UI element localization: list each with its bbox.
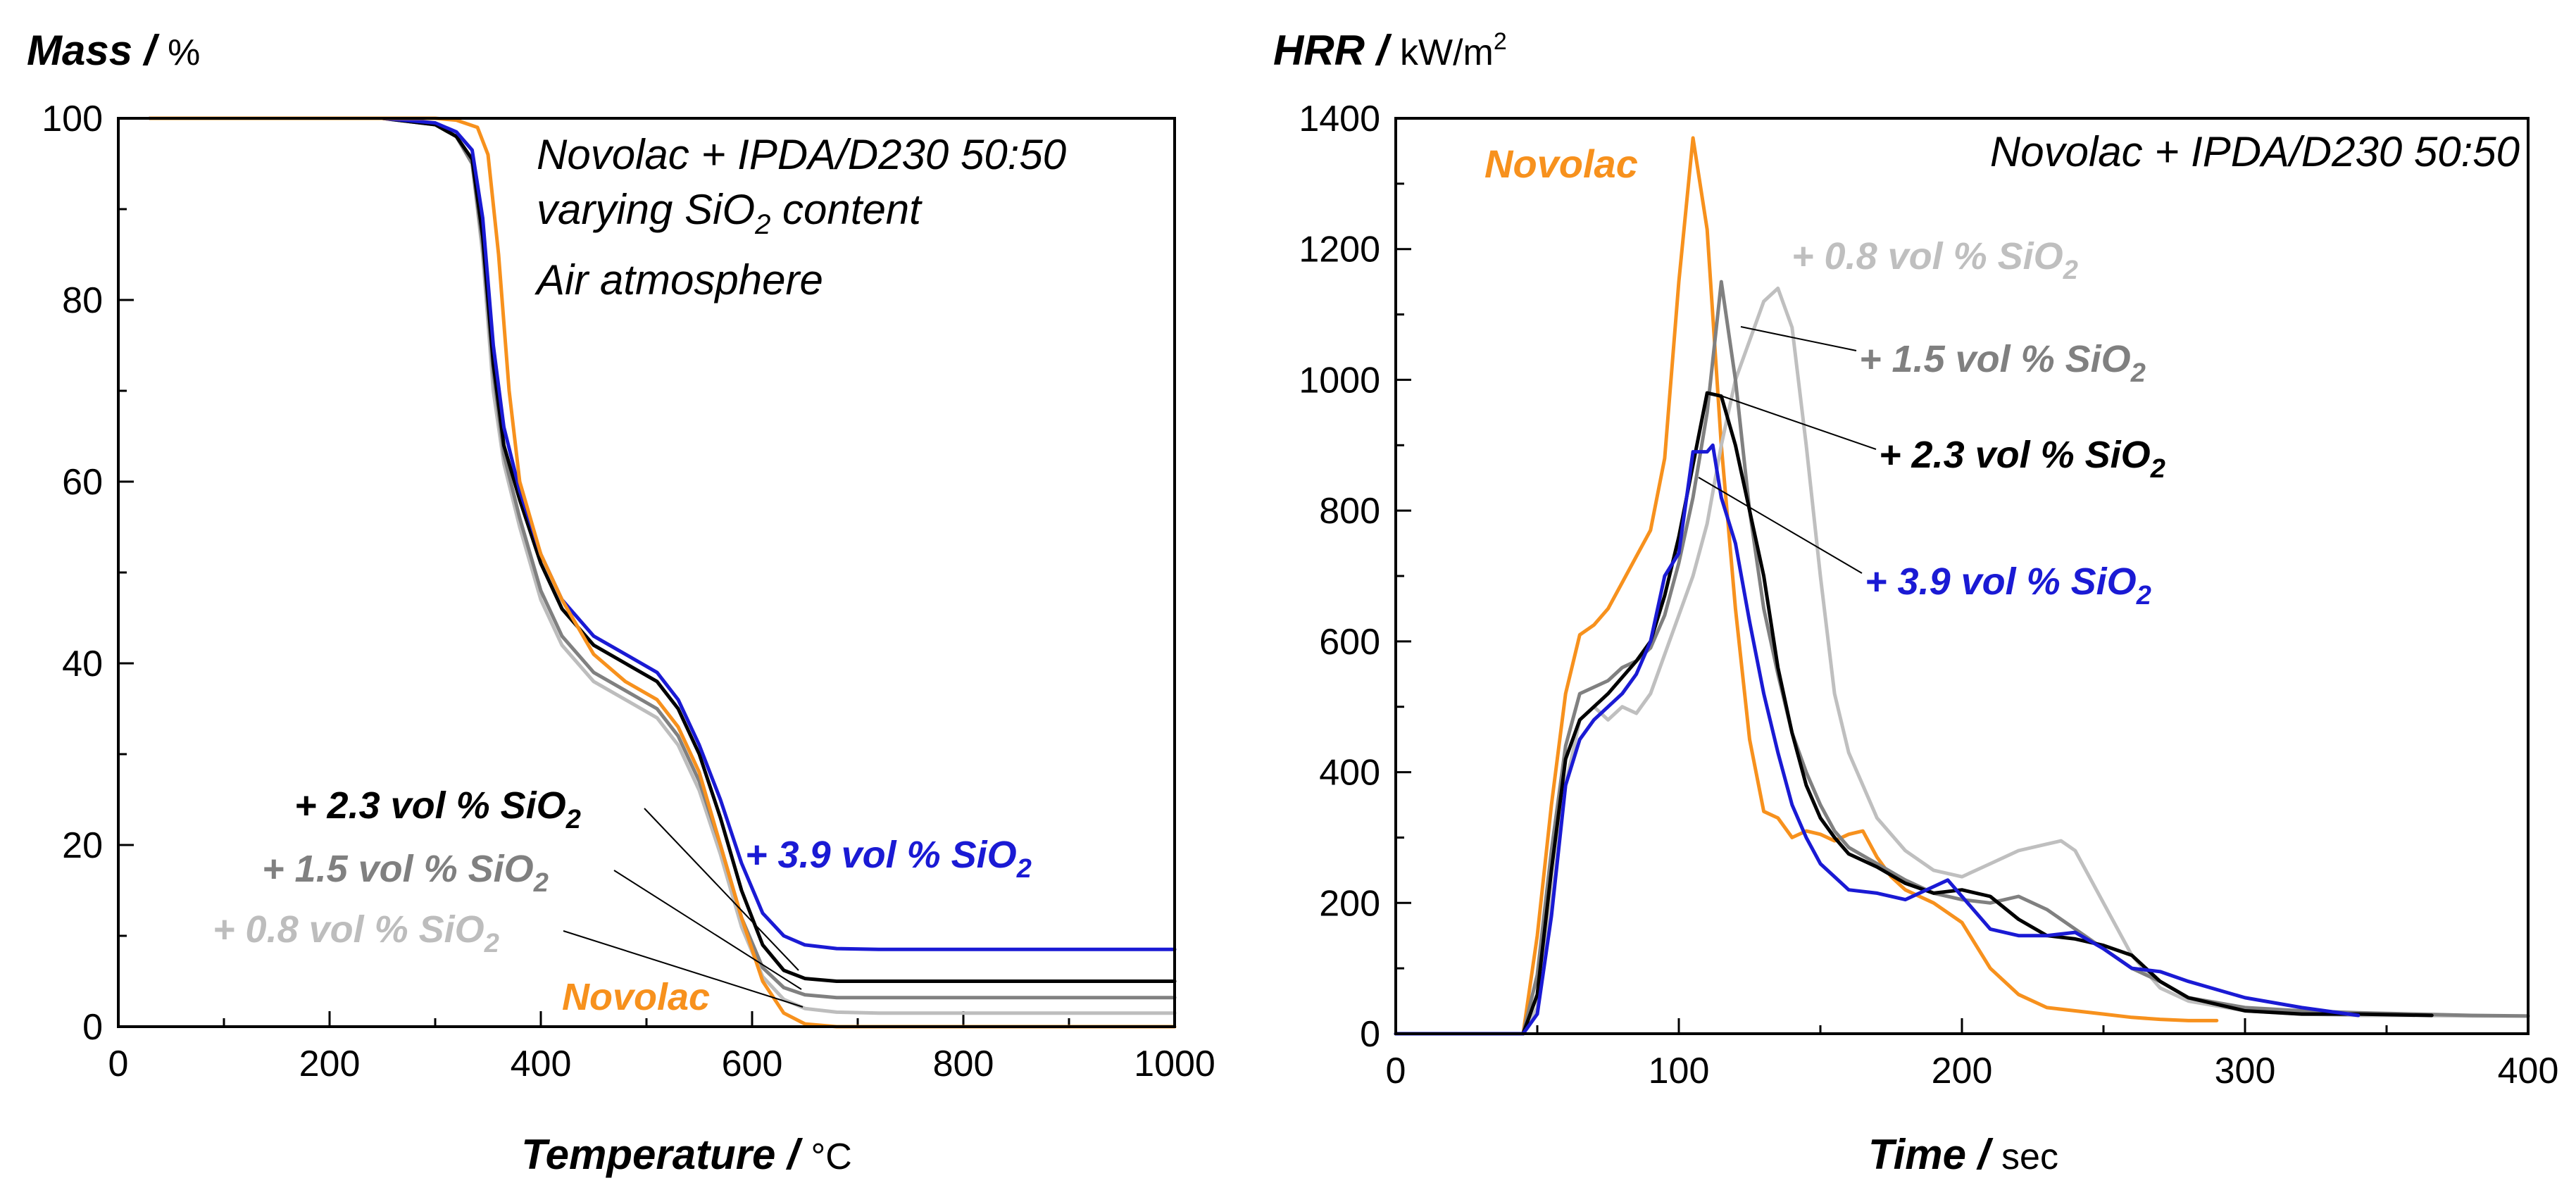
right-x-tick-label: 300 — [2215, 1051, 2276, 1091]
left-label-1-5: + 1.5 vol % SiO2 — [262, 848, 549, 898]
right-y-tick-label: 200 — [1319, 883, 1380, 924]
right-series-lines — [1394, 136, 2530, 1036]
hrr-time-chart: HRR / kW/m2 Time / sec 0 100 200 300 400 0 200… — [1273, 27, 2558, 1178]
right-y-tick-label: 400 — [1319, 753, 1380, 794]
right-x-tick-label: 0 — [1386, 1051, 1406, 1091]
right-x-tick-label: 200 — [1932, 1051, 1993, 1091]
left-annotation-line-1: Novolac + IPDA/D230 50:50 — [537, 131, 1066, 178]
right-annotation: Novolac + IPDA/D230 50:50 — [1990, 128, 2520, 175]
right-y-tick-label: 0 — [1360, 1014, 1380, 1055]
left-x-tick-label: 1000 — [1134, 1044, 1215, 1084]
left-x-tick-label: 400 — [511, 1044, 572, 1084]
right-label-0-8: + 0.8 vol % SiO2 — [1792, 235, 2078, 285]
right-leader-3-9 — [1698, 477, 1863, 574]
right-label-1-5: + 1.5 vol % SiO2 — [1859, 338, 2146, 388]
left-y-tick-label: 0 — [82, 1007, 103, 1048]
right-y-tick-label: 1000 — [1299, 360, 1380, 401]
right-label-2-3: + 2.3 vol % SiO2 — [1879, 434, 2165, 484]
right-x-tick-label: 100 — [1649, 1051, 1710, 1091]
left-x-tick-label: 800 — [933, 1044, 994, 1084]
left-leader-2-3 — [644, 808, 799, 971]
left-axis-ticks: 0 200 400 600 800 1000 0 20 40 60 80 100 — [42, 99, 1215, 1084]
right-plot-frame — [1394, 117, 2530, 1035]
left-series-lines — [148, 116, 1177, 1029]
right-series-2-3-vol-sio2 — [1394, 391, 2434, 1036]
mass-temperature-chart: Mass / % Temperature / °C 0 200 400 600 800 1… — [27, 27, 1215, 1178]
left-annotation-line-3: Air atmosphere — [534, 256, 823, 303]
left-y-tick-label: 40 — [62, 644, 103, 684]
right-label-3-9: + 3.9 vol % SiO2 — [1865, 561, 2151, 611]
left-label-novolac: Novolac — [562, 976, 710, 1018]
left-series-3-9-vol-sio2 — [148, 116, 1177, 951]
left-x-tick-label: 600 — [722, 1044, 783, 1084]
right-leader-1-5 — [1740, 326, 1857, 351]
left-leader-1-5 — [613, 870, 802, 990]
right-y-tick-label: 1200 — [1299, 230, 1380, 270]
left-y-tick-label: 60 — [62, 462, 103, 503]
right-y-axis-title: HRR / kW/m2 — [1273, 27, 1507, 74]
right-axis-ticks: 0 100 200 300 400 0 200 400 600 800 1000 1200 1400 — [1299, 99, 2558, 1091]
right-y-tick-label: 600 — [1319, 622, 1380, 663]
left-y-axis-title: Mass / % — [27, 27, 200, 74]
right-label-novolac: Novolac — [1484, 142, 1638, 186]
left-y-tick-label: 100 — [42, 99, 103, 139]
right-y-tick-label: 1400 — [1299, 99, 1380, 139]
left-series-1-5-vol-sio2 — [148, 116, 1177, 1000]
left-leader-0-8 — [563, 930, 804, 1008]
left-label-3-9: + 3.9 vol % SiO2 — [745, 834, 1032, 884]
right-series-0-8-vol-sio2 — [1394, 286, 2530, 1036]
right-leader-2-3 — [1716, 394, 1877, 450]
left-series-novolac — [148, 116, 1177, 1029]
left-x-tick-label: 0 — [108, 1044, 129, 1084]
left-x-tick-label: 200 — [299, 1044, 361, 1084]
left-y-tick-label: 20 — [62, 825, 103, 866]
left-label-0-8: + 0.8 vol % SiO2 — [213, 908, 499, 958]
right-y-tick-label: 800 — [1319, 491, 1380, 532]
right-x-tick-label: 400 — [2498, 1051, 2559, 1091]
right-series-novolac — [1394, 136, 2219, 1036]
left-plot-frame — [117, 117, 1176, 1028]
left-x-axis-title: Temperature / °C — [521, 1131, 852, 1178]
left-series-2-3-vol-sio2 — [148, 116, 1177, 983]
right-x-axis-title: Time / sec — [1868, 1131, 2058, 1178]
left-label-2-3: + 2.3 vol % SiO2 — [294, 784, 581, 834]
right-series-3-9-vol-sio2 — [1394, 443, 2361, 1036]
left-y-tick-label: 80 — [62, 280, 103, 321]
left-annotation-line-2: varying SiO2 content — [537, 186, 923, 240]
